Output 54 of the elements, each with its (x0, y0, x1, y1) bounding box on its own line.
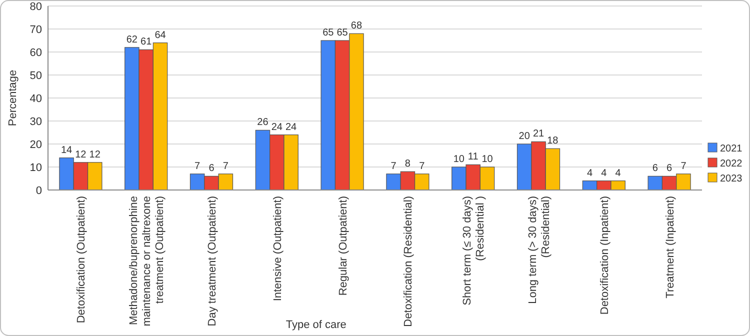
data-label: 7 (194, 160, 201, 172)
x-tick-label: Intensive (Outpatient) (272, 196, 284, 302)
data-label: 4 (586, 168, 593, 179)
y-tick-label: 30 (30, 116, 42, 128)
y-tick-label: 0 (36, 185, 42, 197)
x-tick-label: Detoxification (Outpatient) (76, 196, 88, 324)
x-tick-label: Regular (Outpatient) (337, 196, 350, 296)
data-label: 10 (482, 154, 494, 165)
data-label: 12 (75, 149, 87, 160)
data-label: 21 (532, 128, 544, 140)
data-label: 7 (222, 160, 229, 172)
data-label: 7 (390, 160, 397, 172)
data-label: 14 (60, 144, 73, 156)
data-label: 65 (336, 28, 348, 38)
y-tick-label: 20 (30, 139, 42, 151)
y-tick-label: 10 (30, 162, 42, 174)
x-tick-label: Methadone/buprenorphine maintenance or naltrexone treatment (Outpatient) (128, 196, 166, 326)
data-label: 26 (257, 117, 269, 128)
legend-label: 2022 (720, 158, 743, 170)
data-label: 68 (350, 20, 362, 32)
y-axis-title: Percentage (7, 70, 19, 126)
y-tick-label: 40 (30, 93, 42, 105)
x-tick-label: Short term (≤ 30 days) (Residential ) (462, 196, 487, 306)
y-tick-label: 60 (30, 47, 42, 59)
data-label: 6 (666, 163, 673, 174)
data-label: 4 (615, 168, 622, 179)
data-label: 11 (468, 152, 479, 163)
data-label: 7 (680, 160, 687, 172)
x-tick-label: Long term (> 30 days) (Residential) (527, 196, 552, 304)
legend-label: 2021 (720, 144, 743, 154)
x-tick-label: Treatment (Inpatient) (664, 196, 676, 298)
data-label: 20 (518, 131, 530, 142)
data-label: 62 (126, 34, 138, 46)
data-label: 12 (89, 149, 101, 160)
data-label: 24 (286, 122, 298, 133)
y-tick-label: 80 (30, 1, 42, 13)
x-tick-label: Detoxification (Residential) (402, 196, 415, 327)
x-tick-label: Detoxification (Inpatient) (598, 196, 611, 315)
data-label: 24 (271, 122, 283, 133)
data-label: 6 (208, 163, 215, 174)
data-label: 4 (601, 168, 608, 179)
x-axis-title: Type of care (286, 319, 346, 331)
legend-label: 2023 (720, 174, 743, 184)
y-tick-label: 50 (30, 70, 42, 82)
data-label: 65 (322, 28, 334, 38)
data-label: 64 (154, 30, 166, 41)
data-label: 10 (453, 154, 465, 165)
data-label: 6 (652, 163, 658, 174)
data-label: 8 (404, 158, 411, 170)
data-label: 7 (419, 160, 426, 172)
x-tick-label: Day treatment (Outpatient) (206, 196, 218, 326)
data-label: 18 (547, 136, 559, 147)
y-tick-label: 70 (30, 24, 42, 36)
data-label: 61 (140, 36, 152, 48)
